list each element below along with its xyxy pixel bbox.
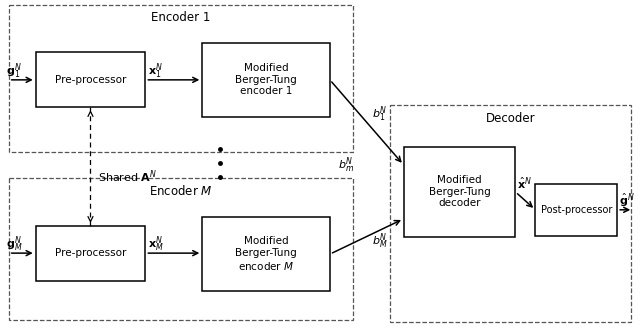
Bar [390, 105, 631, 322]
Text: Decoder: Decoder [486, 112, 535, 125]
Text: $\hat{\mathbf{g}}^N$: $\hat{\mathbf{g}}^N$ [619, 192, 635, 210]
Bar [536, 184, 617, 236]
Text: $\mathbf{x}_M^N$: $\mathbf{x}_M^N$ [148, 234, 164, 254]
Text: Pre-processor: Pre-processor [55, 75, 126, 85]
Text: Encoder $M$: Encoder $M$ [149, 184, 212, 198]
Bar [202, 42, 330, 117]
Text: Pre-processor: Pre-processor [55, 248, 126, 258]
Text: Shared $\mathbf{A}^N$: Shared $\mathbf{A}^N$ [99, 168, 157, 185]
Bar [36, 226, 145, 281]
Bar [9, 178, 353, 320]
Text: $b_M^N$: $b_M^N$ [372, 232, 387, 251]
Text: Modified
Berger-Tung
encoder 1: Modified Berger-Tung encoder 1 [235, 63, 297, 96]
Text: Post-processor: Post-processor [541, 205, 612, 215]
Bar [404, 147, 515, 237]
Text: $\mathbf{g}_1^N$: $\mathbf{g}_1^N$ [6, 61, 21, 81]
Text: Encoder 1: Encoder 1 [151, 11, 211, 24]
Text: $\hat{\mathbf{x}}^N$: $\hat{\mathbf{x}}^N$ [517, 176, 532, 192]
Bar [36, 52, 145, 107]
Text: $\mathbf{g}_M^N$: $\mathbf{g}_M^N$ [6, 234, 22, 254]
Text: $b_1^N$: $b_1^N$ [372, 105, 387, 124]
Text: Modified
Berger-Tung
decoder: Modified Berger-Tung decoder [429, 175, 490, 209]
Bar [202, 217, 330, 291]
Text: $\mathbf{x}_1^N$: $\mathbf{x}_1^N$ [148, 61, 163, 81]
Bar [9, 5, 353, 152]
Text: Modified
Berger-Tung
encoder $M$: Modified Berger-Tung encoder $M$ [235, 236, 297, 272]
Text: $b_m^N$: $b_m^N$ [338, 155, 354, 175]
